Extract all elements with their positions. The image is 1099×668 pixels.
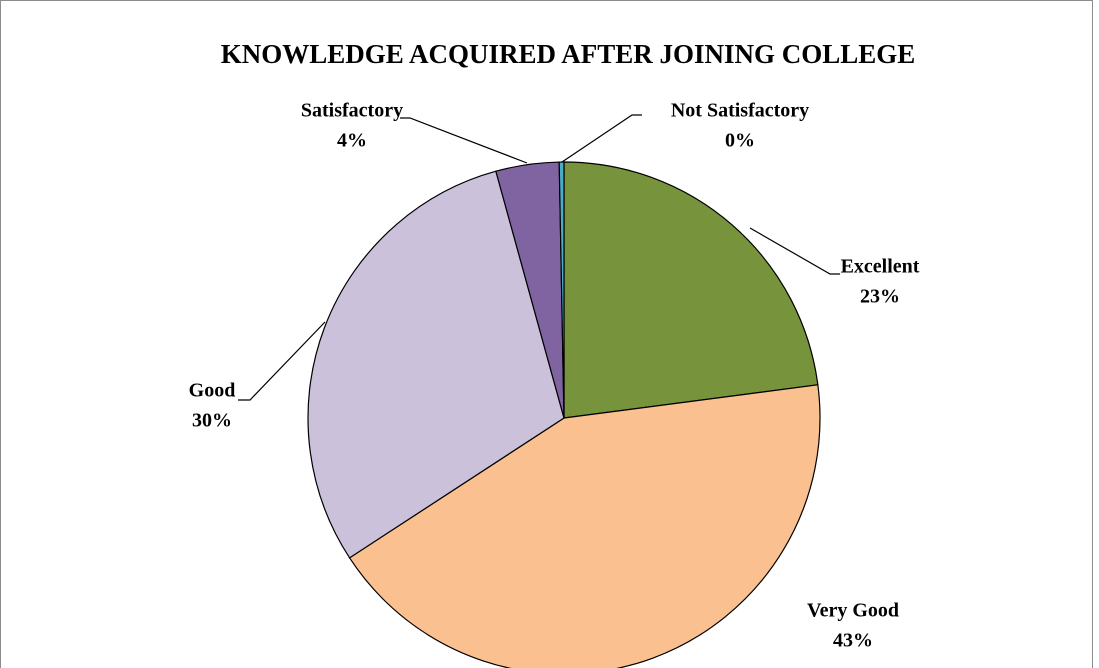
leader-line [238, 321, 326, 401]
pie-slice [348, 384, 821, 668]
slice-value-label: 4% [337, 130, 367, 152]
pie-slice [558, 161, 565, 419]
pie-slice [563, 161, 819, 419]
slice-value-label: 23% [860, 286, 900, 308]
slice-value-label: 0% [725, 130, 755, 152]
slice-value-label: 43% [833, 630, 873, 652]
slice-label: Good [189, 380, 236, 402]
chart-title: KNOWLEDGE ACQUIRED AFTER JOINING COLLEGE [221, 39, 916, 69]
slice-label: Excellent [841, 256, 920, 278]
leader-line [400, 117, 528, 164]
slice-label: Very Good [807, 600, 899, 622]
slice-label: Satisfactory [301, 100, 403, 122]
slice-label: Not Satisfactory [671, 100, 809, 122]
leader-line [561, 114, 642, 163]
leader-line [749, 227, 840, 275]
slice-value-label: 30% [192, 410, 232, 432]
pie-slice [307, 170, 565, 559]
